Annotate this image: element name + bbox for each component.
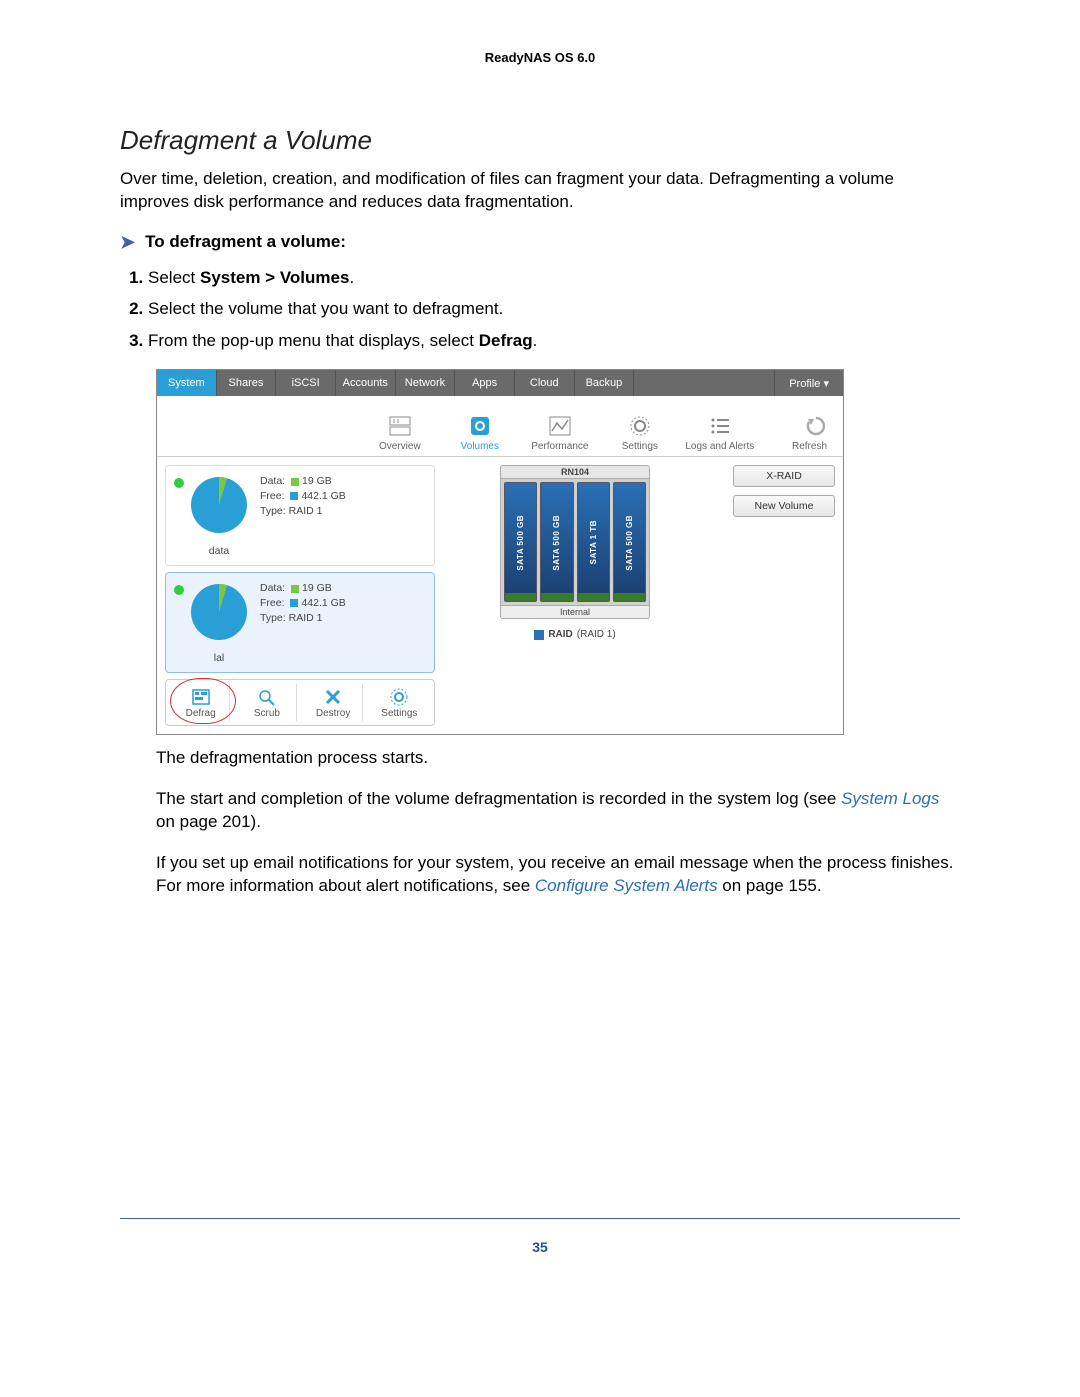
intro-paragraph: Over time, deletion, creation, and modif…: [120, 168, 960, 214]
tab-network[interactable]: Network: [396, 370, 456, 396]
howto-heading: ➤ To defragment a volume:: [120, 232, 960, 253]
post-p3: If you set up email notifications for yo…: [156, 852, 960, 898]
disk-bay-2[interactable]: SATA 500 GB: [540, 482, 573, 602]
tab-system[interactable]: System: [157, 370, 217, 396]
screenshot: System Shares iSCSI Accounts Network App…: [156, 369, 844, 735]
refresh-icon: [760, 413, 827, 439]
steps-list: Select System > Volumes. Select the volu…: [148, 265, 960, 354]
link-system-logs[interactable]: System Logs: [841, 789, 939, 808]
performance-icon: [520, 413, 600, 439]
page-number: 35: [120, 1239, 960, 1255]
highlight-circle: [170, 678, 236, 724]
section-title: Defragment a Volume: [120, 125, 960, 156]
pie-chart: data: [188, 474, 250, 557]
volume-card-data[interactable]: data Data: 19 GB Free: 442.1 GB Type: RA…: [165, 465, 435, 566]
step-1: Select System > Volumes.: [148, 265, 960, 291]
subnav-settings[interactable]: Settings: [600, 413, 680, 452]
subnav-volumes[interactable]: Volumes: [440, 413, 520, 452]
disk-bay-3[interactable]: SATA 1 TB: [577, 482, 610, 602]
tab-apps[interactable]: Apps: [455, 370, 515, 396]
tab-iscsi[interactable]: iSCSI: [276, 370, 336, 396]
tab-shares[interactable]: Shares: [217, 370, 277, 396]
arrow-icon: ➤: [120, 232, 135, 253]
volume-stats: Data: 19 GB Free: 442.1 GB Type: RAID 1: [260, 474, 346, 518]
status-dot: [174, 585, 184, 595]
subnav-performance[interactable]: Performance: [520, 413, 600, 452]
status-dot: [174, 478, 184, 488]
volume-card-lal[interactable]: lal Data: 19 GB Free: 442.1 GB Type: RAI…: [165, 572, 435, 673]
logs-icon: [680, 413, 760, 439]
disk-bay-4[interactable]: SATA 500 GB: [613, 482, 646, 602]
step-2: Select the volume that you want to defra…: [148, 296, 960, 322]
profile-menu[interactable]: Profile ▾: [774, 370, 843, 396]
doc-header: ReadyNAS OS 6.0: [120, 50, 960, 65]
disk-bay-1[interactable]: SATA 500 GB: [504, 482, 537, 602]
enclosure-footer: Internal: [500, 606, 650, 619]
disk-enclosure: RN104 SATA 500 GB SATA 500 GB SATA 1 TB …: [500, 465, 650, 619]
footer-rule: [120, 1218, 960, 1219]
tab-accounts[interactable]: Accounts: [336, 370, 396, 396]
settings-icon: [600, 413, 680, 439]
destroy-button[interactable]: Destroy: [305, 684, 363, 721]
tab-cloud[interactable]: Cloud: [515, 370, 575, 396]
action-bar: Defrag Scrub Destroy: [165, 679, 435, 726]
scrub-button[interactable]: Scrub: [238, 684, 296, 721]
howto-label: To defragment a volume:: [145, 232, 346, 252]
sub-nav: Overview Volumes Performance Settings: [157, 396, 843, 457]
enclosure-title: RN104: [500, 465, 650, 479]
link-configure-alerts[interactable]: Configure System Alerts: [535, 876, 718, 895]
vol-settings-button[interactable]: Settings: [371, 684, 428, 721]
tab-backup[interactable]: Backup: [575, 370, 635, 396]
subnav-refresh[interactable]: Refresh: [760, 413, 835, 452]
volumes-icon: [440, 413, 520, 439]
subnav-overview[interactable]: Overview: [360, 413, 440, 452]
xraid-button[interactable]: X-RAID: [733, 465, 835, 487]
volume-stats: Data: 19 GB Free: 442.1 GB Type: RAID 1: [260, 581, 346, 625]
overview-icon: [360, 413, 440, 439]
raid-legend: RAID (RAID 1): [534, 629, 615, 640]
post-p1: The defragmentation process starts.: [156, 747, 960, 770]
new-volume-button[interactable]: New Volume: [733, 495, 835, 517]
top-nav: System Shares iSCSI Accounts Network App…: [157, 370, 843, 396]
destroy-icon: [307, 686, 360, 708]
gear-icon: [373, 686, 426, 708]
step-3: From the pop-up menu that displays, sele…: [148, 328, 960, 354]
subnav-logs[interactable]: Logs and Alerts: [680, 413, 760, 452]
scrub-icon: [240, 686, 293, 708]
post-p2: The start and completion of the volume d…: [156, 788, 960, 834]
pie-chart: lal: [188, 581, 250, 664]
